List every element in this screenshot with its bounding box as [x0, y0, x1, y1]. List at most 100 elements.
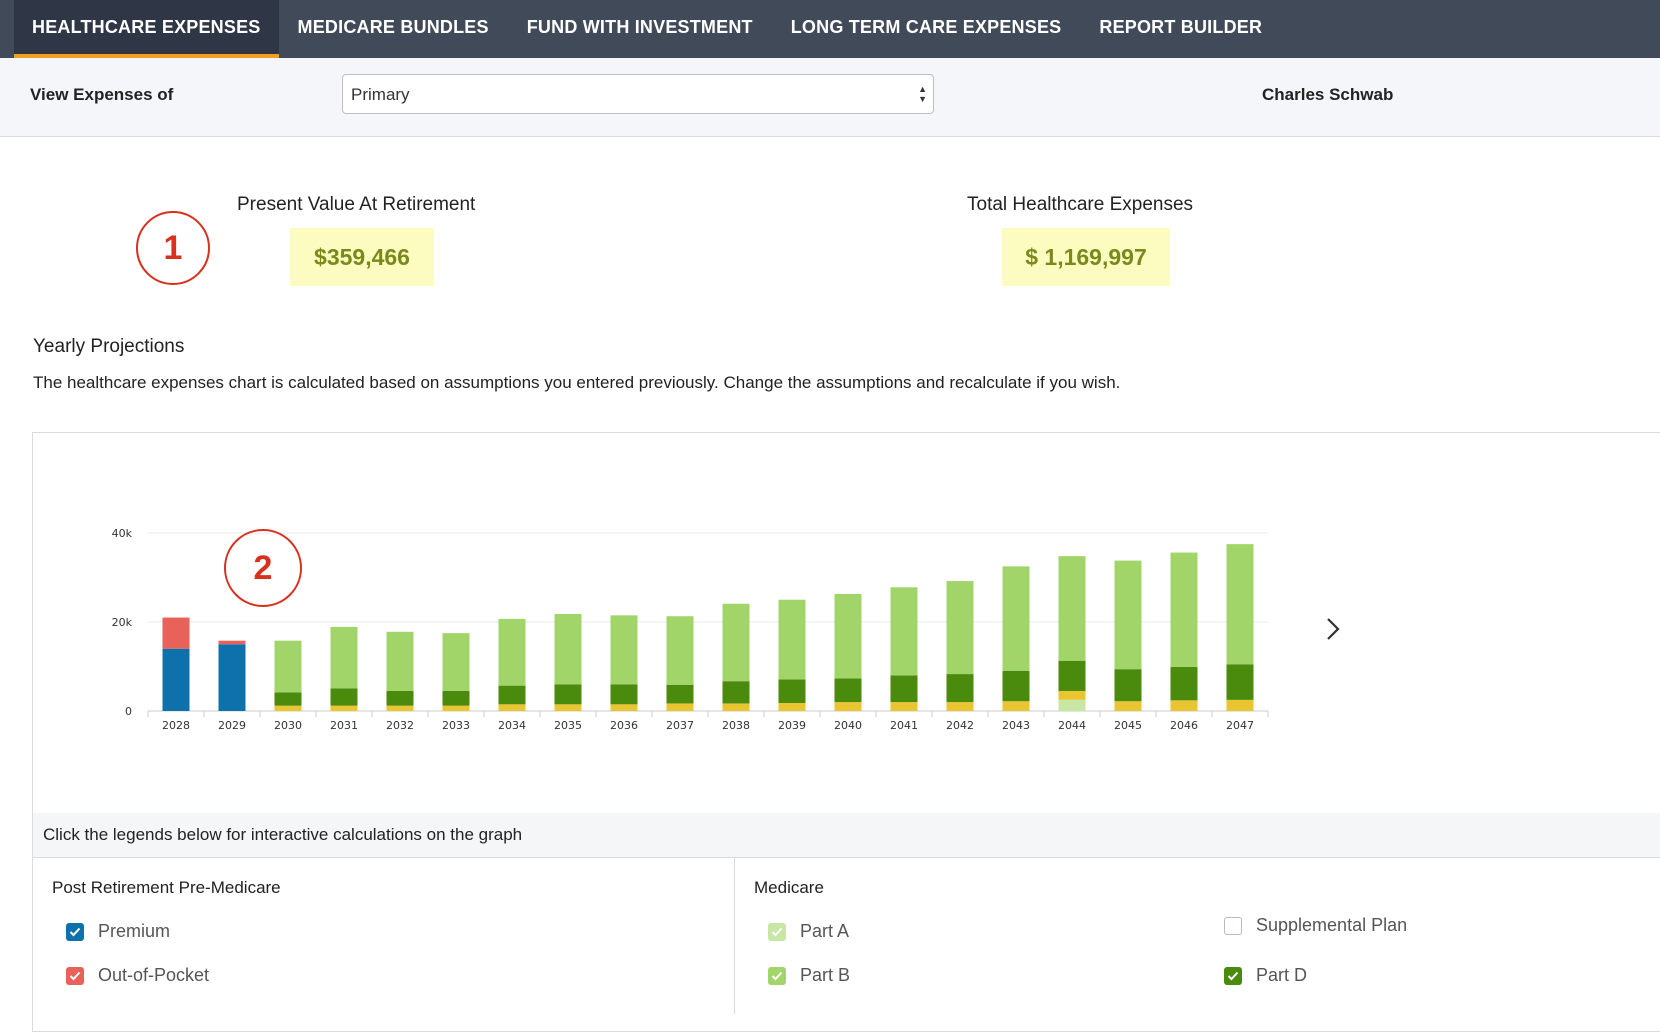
- bar-segment: [162, 617, 190, 649]
- y-tick-label: 40k: [112, 527, 133, 540]
- part-a-checkbox[interactable]: [768, 922, 786, 941]
- tab-long-term-care-expenses[interactable]: LONG TERM CARE EXPENSES: [790, 16, 1062, 37]
- checkmark-icon: [771, 971, 783, 980]
- bar-segment: [218, 644, 246, 711]
- x-tick-label: 2043: [1002, 719, 1030, 732]
- legend-supplemental-plan[interactable]: Supplemental Plan: [1224, 915, 1407, 936]
- x-tick-label: 2047: [1226, 719, 1254, 732]
- x-tick-label: 2032: [386, 719, 414, 732]
- bar-segment: [778, 679, 806, 703]
- select-value: Primary: [351, 85, 410, 104]
- premium-label: Premium: [98, 921, 171, 941]
- x-tick-label: 2039: [778, 719, 806, 732]
- medicare-legend-title: Medicare: [754, 878, 824, 897]
- x-tick-label: 2034: [498, 719, 526, 732]
- bar-segment: [274, 692, 302, 706]
- legend-premium[interactable]: Premium: [66, 921, 170, 942]
- chevron-right-icon[interactable]: [1321, 614, 1345, 644]
- bar-segment: [442, 705, 470, 711]
- bar-segment: [722, 603, 750, 682]
- bar-segment: [946, 674, 974, 703]
- x-tick-label: 2029: [218, 719, 246, 732]
- annotation-badge-1: 1: [136, 211, 210, 285]
- bar-segment: [1114, 669, 1142, 702]
- bar-segment: [1114, 560, 1142, 670]
- bar-segment: [1058, 690, 1086, 700]
- bar-segment: [330, 688, 358, 706]
- total-expenses-title: Total Healthcare Expenses: [967, 194, 1194, 215]
- filter-bar: View Expenses of Primary ▲ ▼ Charles Schw…: [0, 58, 1660, 137]
- bar-segment: [890, 587, 918, 676]
- expenses-of-select[interactable]: Primary ▲ ▼: [342, 74, 934, 114]
- bar-segment: [778, 599, 806, 680]
- x-tick-label: 2028: [162, 719, 190, 732]
- bar-segment: [1170, 552, 1198, 667]
- tab-medicare-bundles[interactable]: MEDICARE BUNDLES: [297, 16, 489, 37]
- legend-part-a[interactable]: Part A: [768, 921, 849, 942]
- part-d-label: Part D: [1256, 965, 1308, 985]
- bar-segment: [890, 702, 918, 711]
- bar-segment: [218, 640, 246, 645]
- supplemental-plan-label: Supplemental Plan: [1256, 915, 1408, 935]
- bar-segment: [274, 640, 302, 693]
- bar-segment: [1002, 701, 1030, 711]
- bar-segment: [778, 702, 806, 711]
- bar-segment: [1002, 670, 1030, 702]
- premium-checkbox[interactable]: [66, 922, 84, 941]
- x-tick-label: 2031: [330, 719, 358, 732]
- x-tick-label: 2041: [890, 719, 918, 732]
- x-tick-label: 2038: [722, 719, 750, 732]
- total-expenses-amount: $ 1,169,997: [1002, 228, 1170, 286]
- bar-segment: [554, 684, 582, 705]
- chart-panel: [32, 432, 1660, 1032]
- bar-segment: [946, 581, 974, 675]
- tab-report-builder[interactable]: REPORT BUILDER: [1099, 16, 1263, 37]
- view-expenses-label: View Expenses of: [30, 85, 174, 104]
- bar-segment: [386, 631, 414, 691]
- pre-medicare-legend-title: Post Retirement Pre-Medicare: [52, 878, 281, 897]
- present-value-title: Present Value At Retirement: [237, 194, 476, 215]
- annotation-badge-2: 2: [224, 529, 302, 607]
- legend-part-b[interactable]: Part B: [768, 965, 850, 986]
- bar-segment: [666, 703, 694, 711]
- checkmark-icon: [69, 927, 81, 936]
- bar-segment: [1058, 660, 1086, 691]
- legend-out-of-pocket[interactable]: Out-of-Pocket: [66, 965, 209, 986]
- bar-segment: [1002, 566, 1030, 671]
- bar-segment: [498, 685, 526, 705]
- bar-segment: [1226, 544, 1254, 665]
- legend-divider: [734, 858, 735, 1014]
- part-d-checkbox[interactable]: [1224, 966, 1242, 985]
- bar-segment: [610, 615, 638, 685]
- supplemental-plan-checkbox[interactable]: [1224, 916, 1242, 935]
- section-title: Yearly Projections: [33, 336, 185, 357]
- bar-segment: [946, 702, 974, 711]
- x-tick-label: 2035: [554, 719, 582, 732]
- legend-part-d[interactable]: Part D: [1224, 965, 1307, 986]
- bar-segment: [274, 705, 302, 711]
- x-tick-label: 2042: [946, 719, 974, 732]
- x-tick-label: 2036: [610, 719, 638, 732]
- part-a-label: Part A: [800, 921, 850, 941]
- x-tick-label: 2037: [666, 719, 694, 732]
- tab-healthcare-expenses[interactable]: HEALTHCARE EXPENSES: [14, 0, 279, 58]
- bar-segment: [834, 678, 862, 703]
- bar-segment: [722, 703, 750, 711]
- part-b-checkbox[interactable]: [768, 966, 786, 985]
- y-tick-label: 20k: [112, 616, 133, 629]
- x-tick-label: 2040: [834, 719, 862, 732]
- bar-segment: [666, 684, 694, 704]
- top-nav: HEALTHCARE EXPENSES MEDICARE BUNDLES FUN…: [0, 0, 1660, 58]
- bar-segment: [386, 705, 414, 711]
- bar-segment: [498, 618, 526, 686]
- tab-fund-with-investment[interactable]: FUND WITH INVESTMENT: [526, 16, 753, 37]
- select-arrows-icon: ▲ ▼: [918, 84, 927, 104]
- bar-segment: [442, 690, 470, 706]
- checkmark-icon: [1227, 971, 1239, 980]
- x-tick-label: 2044: [1058, 719, 1086, 732]
- bar-segment: [722, 681, 750, 704]
- bar-segment: [330, 626, 358, 689]
- bar-segment: [666, 616, 694, 685]
- out-of-pocket-checkbox[interactable]: [66, 966, 84, 985]
- x-tick-label: 2046: [1170, 719, 1198, 732]
